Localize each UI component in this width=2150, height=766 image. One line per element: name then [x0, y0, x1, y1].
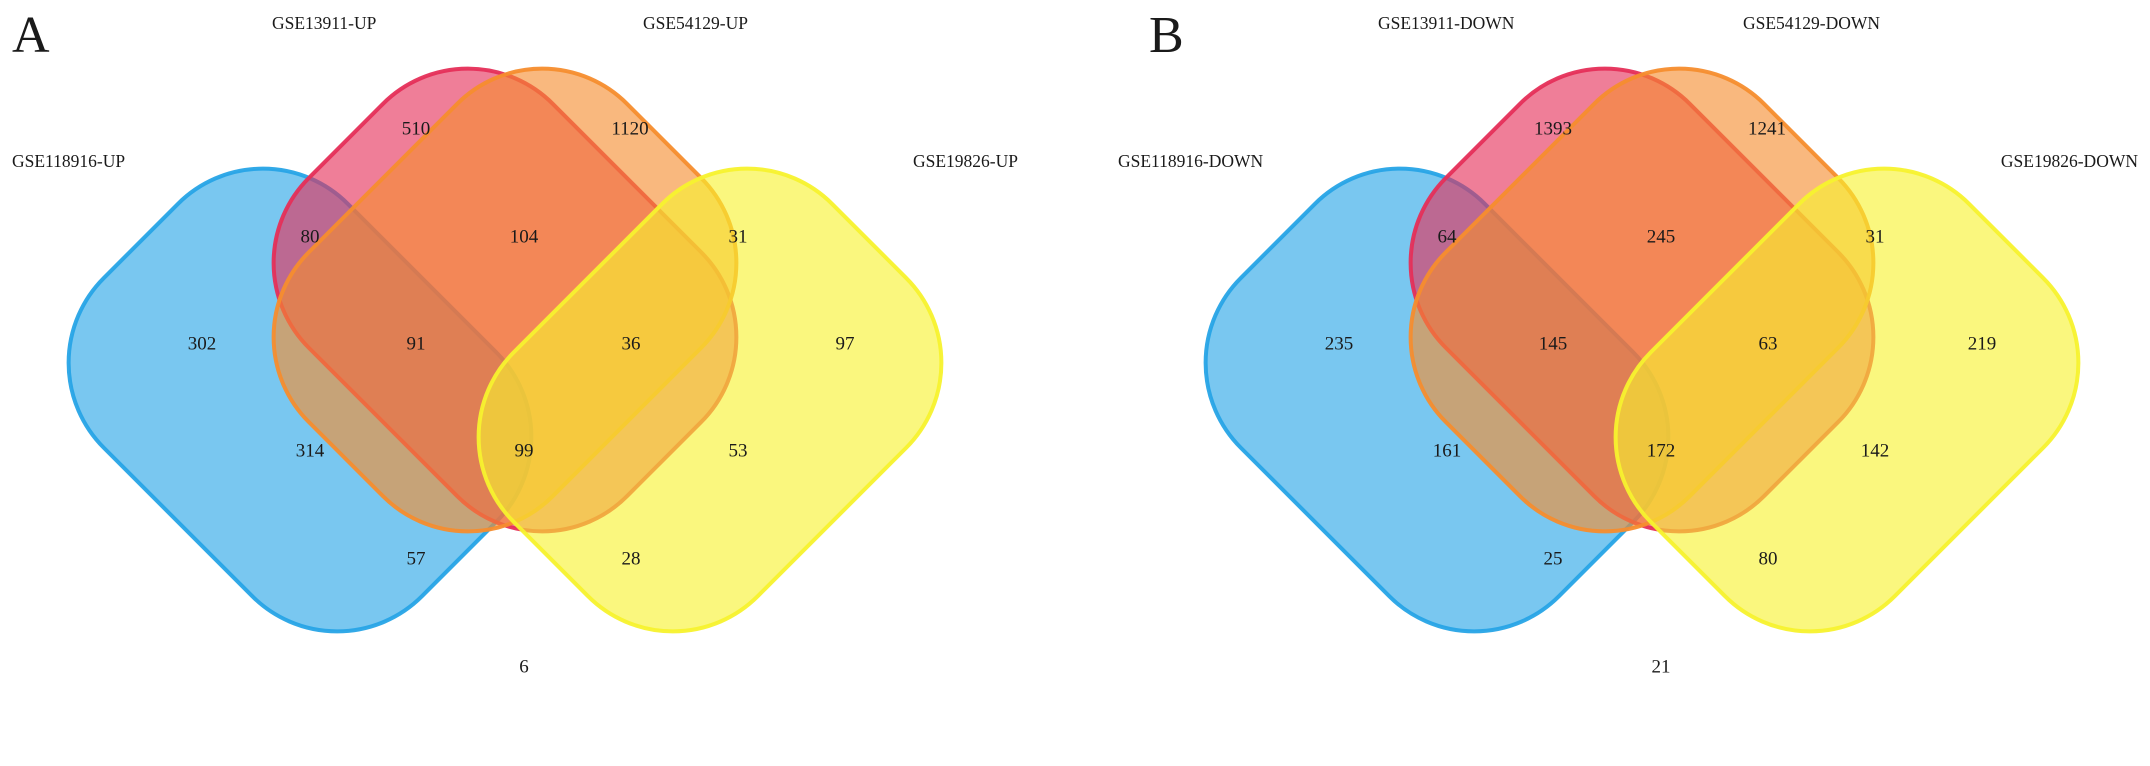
region-count-boy: 57	[407, 548, 426, 569]
yellow-set-label: GSE19826-DOWN	[2001, 151, 2138, 171]
region-count-broy: 172	[1647, 440, 1676, 461]
region-count-roy: 63	[1759, 333, 1778, 354]
region-count-b: 235	[1325, 333, 1354, 354]
region-count-ro: 245	[1647, 226, 1676, 247]
region-count-boy: 25	[1544, 548, 1563, 569]
region-count-bry: 80	[1759, 548, 1778, 569]
venn-panel-a: A 302 510 1120 97 80 104 31 91 36 314 99 53 57 28 6	[12, 7, 944, 677]
region-count-b: 302	[188, 333, 217, 354]
region-count-bry: 28	[622, 548, 641, 569]
blue-set-label: GSE118916-DOWN	[1118, 151, 1264, 171]
orange-set-label: GSE54129-UP	[643, 13, 748, 33]
region-count-by: 6	[519, 656, 529, 677]
region-count-ry: 142	[1861, 440, 1890, 461]
orange-set-label: GSE54129-DOWN	[1743, 13, 1880, 33]
blue-set-label: GSE118916-UP	[12, 151, 125, 171]
region-count-br: 80	[301, 226, 320, 247]
region-count-o: 1241	[1748, 118, 1786, 139]
region-count-bro: 91	[407, 333, 426, 354]
region-counts: 235 1393 1241 219 64 245 31 145 63 161 172 142 25 80 2…	[1325, 118, 1997, 677]
region-count-bo: 161	[1433, 440, 1462, 461]
region-count-ry: 53	[729, 440, 748, 461]
venn-panel-b: B 235 1393 1241 219 64 245 31 145 63 161 172 142 25 80…	[1149, 7, 2081, 677]
region-count-ro: 104	[510, 226, 539, 247]
region-count-br: 64	[1438, 226, 1458, 247]
panel-letter: A	[12, 7, 50, 64]
region-count-r: 510	[402, 118, 431, 139]
yellow-set-shape	[1613, 166, 2081, 634]
region-counts: 302 510 1120 97 80 104 31 91 36 314 99 53 57 28 6	[188, 118, 855, 677]
region-count-r: 1393	[1534, 118, 1572, 139]
region-count-oy: 31	[1866, 226, 1885, 247]
red-set-label: GSE13911-DOWN	[1378, 13, 1515, 33]
region-count-bro: 145	[1539, 333, 1568, 354]
venn-shapes	[1203, 66, 2081, 634]
panel-letter: B	[1149, 7, 1184, 64]
region-count-oy: 31	[729, 226, 748, 247]
region-count-y: 219	[1968, 333, 1997, 354]
red-set-label: GSE13911-UP	[272, 13, 377, 33]
venn-shapes	[66, 66, 944, 634]
region-count-by: 21	[1652, 656, 1671, 677]
region-count-broy: 99	[515, 440, 534, 461]
region-count-y: 97	[836, 333, 855, 354]
region-count-bo: 314	[296, 440, 325, 461]
region-count-o: 1120	[611, 118, 648, 139]
yellow-set-label: GSE19826-UP	[913, 151, 1018, 171]
yellow-set-shape	[476, 166, 944, 634]
region-count-roy: 36	[622, 333, 641, 354]
